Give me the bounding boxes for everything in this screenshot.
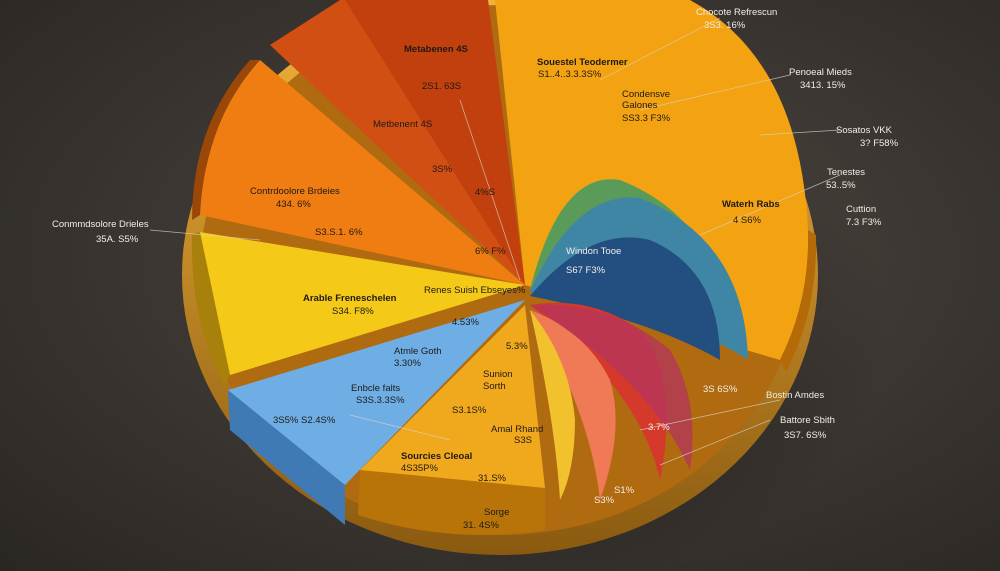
label: Sunion: [483, 369, 513, 380]
label: 35A. S5%: [96, 234, 139, 245]
slice-swirl-yellow: [530, 310, 575, 500]
label: 434. 6%: [276, 199, 311, 210]
label: Tenestes: [827, 167, 865, 178]
label: 3413. 15%: [800, 80, 846, 91]
label: Renes Suish Ebseyes%: [424, 285, 526, 296]
slice-bottom-orange: [360, 305, 545, 496]
label: Metabenen 4S: [404, 44, 468, 55]
label: 5.3%: [506, 341, 528, 352]
label: S3S: [514, 435, 532, 446]
slice-right-orange-edge: [780, 230, 817, 372]
label: S67 F3%: [566, 265, 606, 276]
label: Atmle Goth: [394, 346, 442, 357]
label: S1..4..3.3.3S%: [538, 69, 602, 80]
label: 6% F%: [475, 246, 506, 257]
leader-lines: [149, 17, 841, 466]
label: 7.3 F3%: [846, 217, 882, 228]
label: Penoeal Mieds: [789, 67, 852, 78]
slice-left-orange-edge: [192, 60, 260, 220]
slice-blue: [228, 300, 525, 485]
label: 2S1. 63S: [422, 81, 461, 92]
label: Battore Sbith: [780, 415, 835, 426]
label: Metbenent 4S: [373, 119, 432, 130]
label: 3S 6S%: [703, 384, 738, 395]
label: Sosatos VKK: [836, 125, 893, 136]
label: S3.S.1. 6%: [315, 227, 363, 238]
label: S34. F8%: [332, 306, 374, 317]
label: Amal Rhand: [491, 424, 543, 435]
label: Cuttion: [846, 204, 876, 215]
label: 4S35P%: [401, 463, 439, 474]
slice-labels: Chocote Refrescun 3S3. 16% Metabenen 4S …: [52, 7, 899, 531]
label: 3S7. 6S%: [784, 430, 827, 441]
label: Souestel Teodermer: [537, 57, 628, 68]
label: Conmmdsolore Drieles: [52, 219, 149, 230]
label: S3.1S%: [452, 405, 487, 416]
label: 31.S%: [478, 473, 507, 484]
label: 53..5%: [826, 180, 856, 191]
label: 3? F58%: [860, 138, 899, 149]
slice-blue-side: [228, 390, 345, 525]
label: Condensve: [622, 89, 670, 100]
slice-swirl-coral: [530, 310, 616, 500]
slice-swirl-magenta: [530, 304, 693, 470]
label: S3S.3.3S%: [356, 395, 405, 406]
label: Sorge: [484, 507, 509, 518]
label: 3S5% S2.4S%: [273, 415, 336, 426]
slice-top-red-2: [345, 0, 525, 285]
label: Galones: [622, 100, 658, 111]
slice-swirl-navy: [530, 237, 720, 360]
slice-bottom-orange-side: [358, 470, 545, 535]
label: Contrdoolore Brdeies: [250, 186, 340, 197]
label: Waterh Rabs: [722, 199, 780, 210]
label: Sorth: [483, 381, 506, 392]
slice-yellow-edge: [191, 232, 230, 385]
label: Enbcle falts: [351, 383, 400, 394]
label: SS3.3 F3%: [622, 113, 671, 124]
label: S3%: [594, 495, 615, 506]
label: 3.30%: [394, 358, 421, 369]
label: Sourcies Cleoal: [401, 451, 472, 462]
slice-yellow: [199, 232, 525, 375]
label: 3.7%: [648, 422, 670, 433]
label: S1%: [614, 485, 635, 496]
label: 3S%: [432, 164, 453, 175]
label: Chocote Refrescun: [696, 7, 777, 18]
label: Windon Tooe: [566, 246, 621, 257]
label: 4 S6%: [733, 215, 762, 226]
label: 4%S: [475, 187, 495, 198]
label: 4.53%: [452, 317, 479, 328]
label: Arable Freneschelen: [303, 293, 397, 304]
slice-left-orange: [200, 60, 525, 285]
label: Bostin Amdes: [766, 390, 824, 401]
label: 31. 4S%: [463, 520, 499, 531]
label: 3S3. 16%: [704, 20, 746, 31]
